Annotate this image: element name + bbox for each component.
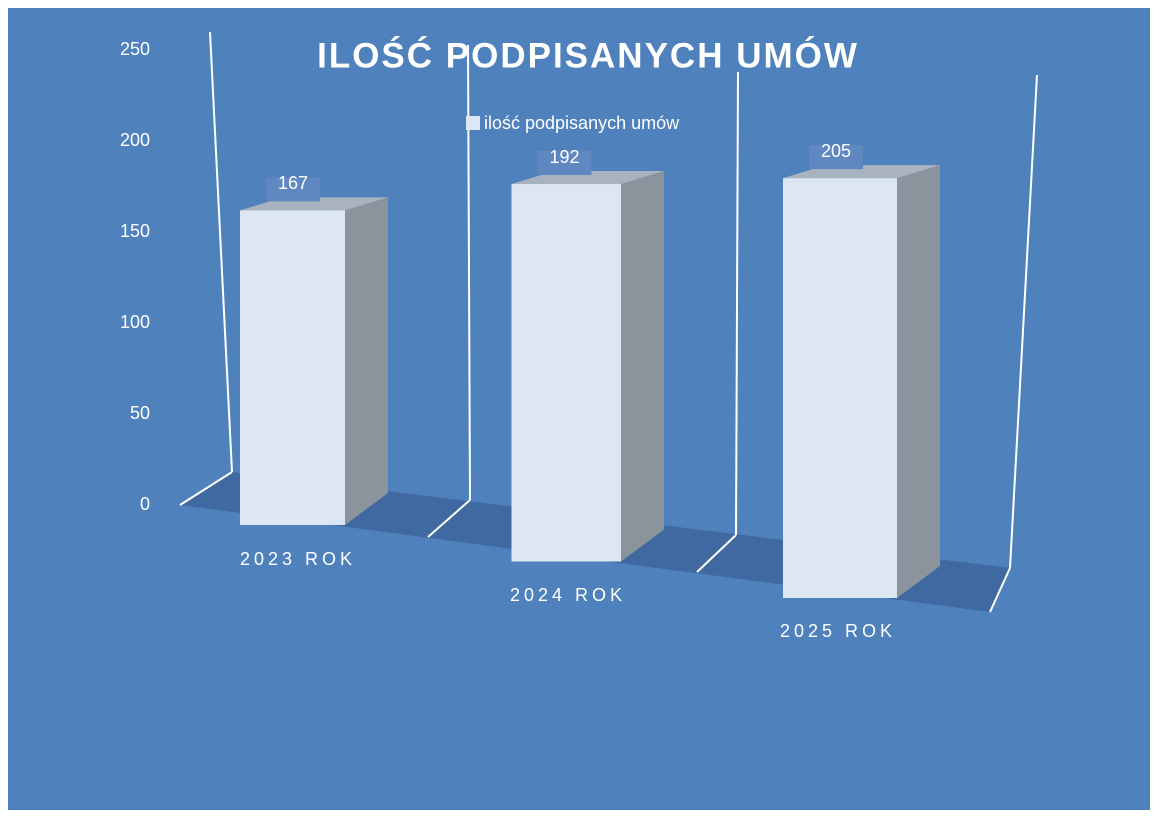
legend-swatch xyxy=(466,116,480,130)
x-tick-label: 2024 ROK xyxy=(510,585,626,605)
x-tick-label: 2025 ROK xyxy=(780,621,896,641)
y-tick-label: 0 xyxy=(140,494,150,514)
x-tick-label: 2023 ROK xyxy=(240,549,356,569)
wall-line xyxy=(1009,74,1038,569)
bar xyxy=(240,210,345,525)
floor-edge xyxy=(696,534,737,573)
data-label-box xyxy=(809,145,863,170)
chart-title: ILOŚĆ PODPISANYCH UMÓW xyxy=(317,35,859,75)
wall-line xyxy=(735,71,739,536)
legend-label: ilość podpisanych umów xyxy=(484,113,680,133)
wall-line xyxy=(209,31,233,473)
y-tick-label: 100 xyxy=(120,312,150,332)
y-tick-label: 200 xyxy=(120,130,150,150)
bar-side xyxy=(345,197,388,525)
y-tick-label: 250 xyxy=(120,39,150,59)
bar xyxy=(511,184,621,562)
data-label: 167 xyxy=(278,173,308,193)
y-tick-label: 50 xyxy=(130,403,150,423)
bar xyxy=(783,178,897,598)
data-label-box xyxy=(537,151,592,176)
bar-side xyxy=(897,165,940,598)
bar-side xyxy=(621,171,664,562)
data-label: 205 xyxy=(821,141,851,161)
y-tick-label: 150 xyxy=(120,221,150,241)
data-label: 192 xyxy=(549,147,579,167)
floor-edge xyxy=(989,567,1011,613)
floor-edge xyxy=(427,499,471,538)
floor-edge xyxy=(179,471,233,506)
data-label-box xyxy=(266,177,320,202)
